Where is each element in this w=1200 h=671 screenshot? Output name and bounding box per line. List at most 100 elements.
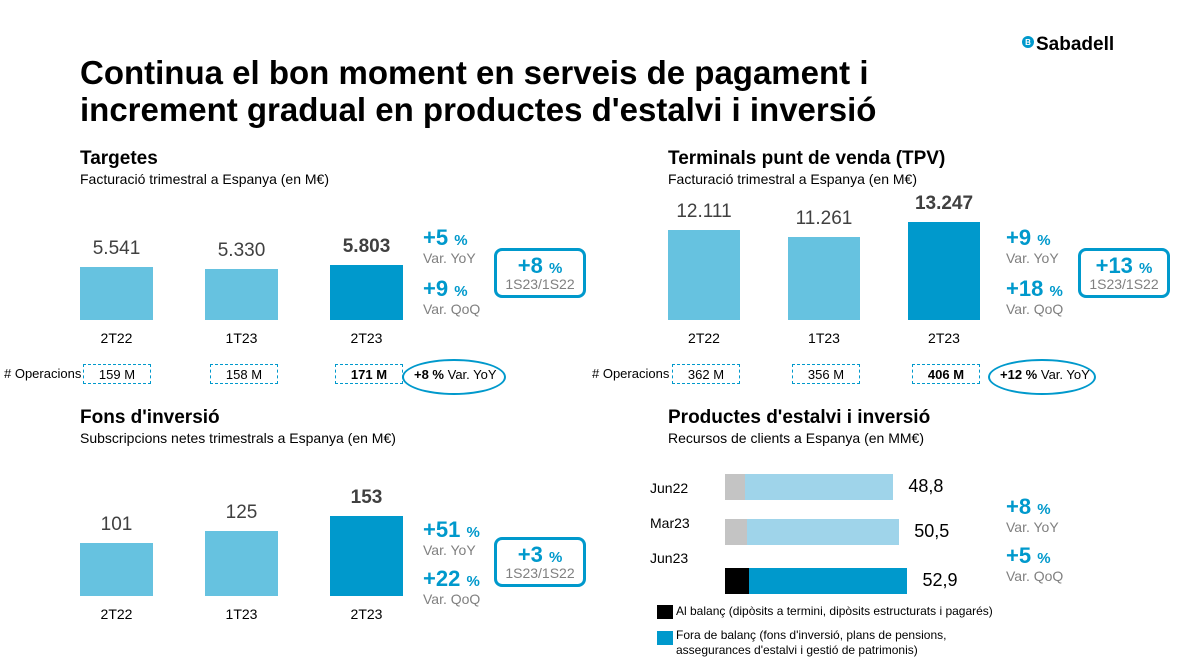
legend-label-fora-balanc-line1: Fora de balanç (fons d'inversió, plans d… bbox=[676, 628, 947, 642]
productes-category-label: Jun23 bbox=[650, 550, 689, 566]
productes-bar-balanc-Jun22 bbox=[725, 474, 745, 500]
legend-label-balanc: Al balanç (dipòsits a termini, dipòsits … bbox=[676, 604, 993, 618]
tpv-operacions-box: 406 M bbox=[912, 364, 980, 384]
fons-qoq: +22 % bbox=[423, 566, 480, 592]
page-title-line2: increment gradual en productes d'estalvi… bbox=[80, 91, 877, 128]
tpv-yoy-unit: % bbox=[1037, 232, 1051, 249]
targetes-category-label: 2T23 bbox=[350, 330, 383, 346]
tpv-yoy-value: +9 bbox=[1006, 225, 1032, 250]
page-title-line1: Continua el bon moment en serveis de pag… bbox=[80, 54, 869, 91]
productes-bar-fora-balanc-Mar23 bbox=[746, 519, 900, 545]
logo-text: Sabadell bbox=[1036, 34, 1115, 55]
targetes-bar-2T23 bbox=[330, 265, 403, 320]
tpv-qoq-unit: % bbox=[1049, 283, 1063, 300]
tpv-operacions-var-label: Var. YoY bbox=[1040, 367, 1090, 382]
page-title: Continua el bon moment en serveis de pag… bbox=[80, 54, 876, 128]
tpv-operacions-box: 356 M bbox=[792, 364, 860, 384]
fons-subtitle: Subscripcions netes trimestrals a Espany… bbox=[80, 430, 396, 446]
fons-yoy-unit: % bbox=[466, 524, 480, 541]
fons-box-value: +3 bbox=[517, 542, 543, 567]
legend-swatch-balanc bbox=[657, 605, 673, 619]
targetes-yoy-unit: % bbox=[454, 232, 468, 249]
productes-qoq-label: Var. QoQ bbox=[1006, 568, 1064, 584]
tpv-operacions-box: 362 M bbox=[672, 364, 740, 384]
targetes-title: Targetes bbox=[80, 148, 158, 169]
targetes-yoy-value: +5 bbox=[423, 225, 449, 250]
tpv-value-label: 13.247 bbox=[914, 193, 974, 214]
targetes-bar-1T23 bbox=[205, 269, 278, 320]
productes-qoq-value: +5 bbox=[1006, 543, 1032, 568]
tpv-qoq-value: +18 bbox=[1006, 276, 1044, 301]
fons-box-label: 1S23/1S22 bbox=[505, 565, 575, 581]
tpv-value-label: 12.111 bbox=[676, 201, 732, 223]
logo-mark-icon: B bbox=[1022, 36, 1034, 48]
productes-yoy-unit: % bbox=[1037, 501, 1051, 518]
tpv-box-value: +13 bbox=[1095, 253, 1133, 278]
productes-subtitle: Recursos de clients a Espanya (en MM€) bbox=[668, 430, 924, 446]
targetes-qoq-label: Var. QoQ bbox=[423, 301, 481, 317]
tpv-operacions-var-value: +12 % bbox=[1000, 367, 1038, 382]
tpv-yoy: +9 % bbox=[1006, 225, 1051, 251]
fons-semester-box: +3 % 1S23/1S22 bbox=[494, 537, 586, 587]
legend-label-fora-balanc-line2: assegurances d'estalvi i gestió de patri… bbox=[676, 643, 918, 657]
tpv-semester-box: +13 % 1S23/1S22 bbox=[1078, 248, 1170, 298]
fons-qoq-value: +22 bbox=[423, 566, 461, 591]
targetes-qoq-unit: % bbox=[454, 283, 468, 300]
fons-category-label: 2T23 bbox=[350, 606, 383, 622]
sabadell-logo: B Sabadell bbox=[1022, 34, 1114, 56]
productes-category-label: Jun22 bbox=[650, 480, 689, 496]
productes-yoy: +8 % bbox=[1006, 494, 1051, 520]
tpv-bar-1T23 bbox=[788, 236, 860, 320]
fons-qoq-unit: % bbox=[466, 573, 480, 590]
targetes-qoq-value: +9 bbox=[423, 276, 449, 301]
targetes-operacions-label: # Operacions bbox=[4, 366, 82, 381]
fons-category-label: 1T23 bbox=[225, 606, 258, 622]
fons-value-label: 153 bbox=[350, 487, 383, 508]
targetes-operacions-var-label: Var. YoY bbox=[447, 367, 497, 382]
legend-label-fora-balanc: Fora de balanç (fons d'inversió, plans d… bbox=[676, 628, 946, 658]
tpv-operacions-ellipse bbox=[988, 359, 1096, 395]
tpv-bar-2T22 bbox=[668, 230, 740, 320]
tpv-bar-2T23 bbox=[908, 222, 980, 320]
productes-yoy-value: +8 bbox=[1006, 494, 1032, 519]
legend-swatch-fora-balanc bbox=[657, 631, 673, 645]
tpv-category-label: 1T23 bbox=[808, 330, 840, 346]
targetes-subtitle: Facturació trimestral a Espanya (en M€) bbox=[80, 171, 329, 187]
productes-bar-balanc-Mar23 bbox=[725, 519, 747, 545]
productes-bar-fora-balanc-Jun23 bbox=[749, 568, 908, 594]
tpv-box-unit: % bbox=[1139, 260, 1153, 277]
targetes-operacions-box: 158 M bbox=[210, 364, 278, 384]
productes-qoq-unit: % bbox=[1037, 550, 1051, 567]
tpv-yoy-label: Var. YoY bbox=[1006, 250, 1059, 266]
tpv-operacions-label: # Operacions bbox=[592, 366, 670, 381]
fons-box-unit: % bbox=[548, 549, 563, 566]
productes-total-label: 50,5 bbox=[914, 521, 950, 541]
tpv-category-label: 2T22 bbox=[688, 330, 720, 346]
targetes-operacions-box: 171 M bbox=[335, 364, 403, 384]
targetes-yoy: +5 % bbox=[423, 225, 468, 251]
targetes-box-label: 1S23/1S22 bbox=[505, 276, 575, 292]
tpv-subtitle: Facturació trimestral a Espanya (en M€) bbox=[668, 171, 917, 187]
fons-bar-1T23 bbox=[205, 530, 278, 596]
tpv-category-label: 2T23 bbox=[928, 330, 960, 346]
targetes-box-unit: % bbox=[548, 260, 563, 277]
productes-category-label: Mar23 bbox=[650, 515, 690, 531]
fons-category-label: 2T22 bbox=[100, 606, 133, 622]
productes-yoy-label: Var. YoY bbox=[1006, 519, 1059, 535]
targetes-box-value: +8 bbox=[517, 253, 543, 278]
tpv-value-label: 11.261 bbox=[795, 207, 853, 229]
targetes-value-label: 5.803 bbox=[342, 236, 391, 257]
tpv-box-label: 1S23/1S22 bbox=[1089, 276, 1159, 292]
fons-yoy-label: Var. YoY bbox=[423, 542, 476, 558]
tpv-qoq-label: Var. QoQ bbox=[1006, 301, 1064, 317]
targetes-category-label: 1T23 bbox=[225, 330, 258, 346]
productes-qoq: +5 % bbox=[1006, 543, 1051, 569]
targetes-value-label: 5.330 bbox=[217, 240, 266, 262]
targetes-operacions-box: 159 M bbox=[83, 364, 151, 384]
tpv-qoq: +18 % bbox=[1006, 276, 1063, 302]
targetes-bar-2T22 bbox=[80, 267, 153, 320]
targetes-semester-box: +8 % 1S23/1S22 bbox=[494, 248, 586, 298]
fons-qoq-label: Var. QoQ bbox=[423, 591, 481, 607]
fons-yoy: +51 % bbox=[423, 517, 480, 543]
targetes-operacions-var-value: +8 % bbox=[414, 367, 444, 382]
